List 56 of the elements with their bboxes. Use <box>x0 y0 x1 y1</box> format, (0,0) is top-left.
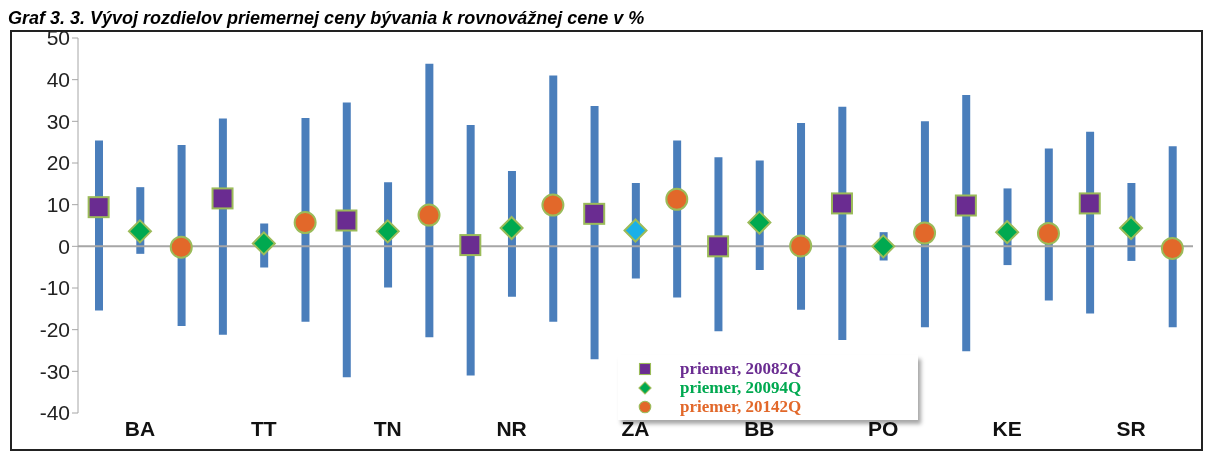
bar <box>466 125 475 376</box>
point <box>665 187 689 211</box>
x-tick-label: PO <box>868 416 899 440</box>
point <box>375 219 400 244</box>
legend-label: priemer, 20142Q <box>680 396 802 417</box>
point <box>1119 216 1144 240</box>
point <box>417 203 441 227</box>
point <box>830 192 853 215</box>
point <box>623 218 648 243</box>
point <box>1160 236 1184 260</box>
bar <box>838 106 847 341</box>
point <box>954 194 977 217</box>
y-tick-label: -20 <box>39 318 70 342</box>
point <box>87 196 110 219</box>
chart-title: Graf 3. 3. Vývoj rozdielov priemernej ceny bývania k rovnovážnej cene v % <box>8 8 646 30</box>
point <box>169 235 193 259</box>
bar <box>962 95 971 352</box>
point <box>127 219 152 244</box>
point <box>747 210 772 235</box>
point <box>995 220 1020 245</box>
y-tick-label: 40 <box>46 68 70 92</box>
point <box>499 216 524 240</box>
x-tick-label: BB <box>744 416 775 440</box>
x-tick-label: ZA <box>621 416 650 440</box>
x-tick-label: SR <box>1116 416 1146 440</box>
y-tick-label: -40 <box>39 401 70 425</box>
bar <box>425 63 434 338</box>
legend-label: priemer, 20082Q <box>680 358 802 379</box>
point <box>707 235 730 258</box>
x-tick-label: KE <box>992 416 1022 440</box>
point <box>293 211 317 235</box>
point <box>335 209 358 232</box>
point <box>913 221 937 245</box>
x-tick-label: NR <box>496 416 527 440</box>
bar <box>590 105 599 360</box>
y-tick-label: 0 <box>58 234 70 258</box>
bar <box>342 102 351 378</box>
point <box>1078 192 1101 215</box>
y-tick-label: -10 <box>39 276 70 300</box>
legend-label: priemer, 20094Q <box>680 377 802 398</box>
x-tick-label: BA <box>124 416 156 440</box>
bar <box>549 75 558 322</box>
point <box>251 231 276 256</box>
point <box>211 187 234 210</box>
y-tick-label: 20 <box>46 151 70 175</box>
point <box>459 234 482 257</box>
x-tick-label: TT <box>251 416 277 440</box>
x-tick-label: TN <box>373 416 402 440</box>
point <box>583 202 606 225</box>
point <box>1036 221 1060 245</box>
point <box>871 234 896 259</box>
y-tick-label: 30 <box>46 109 70 133</box>
point <box>789 234 813 258</box>
y-tick-label: 10 <box>46 193 70 217</box>
y-tick-label: -30 <box>39 359 70 383</box>
point <box>541 193 565 217</box>
